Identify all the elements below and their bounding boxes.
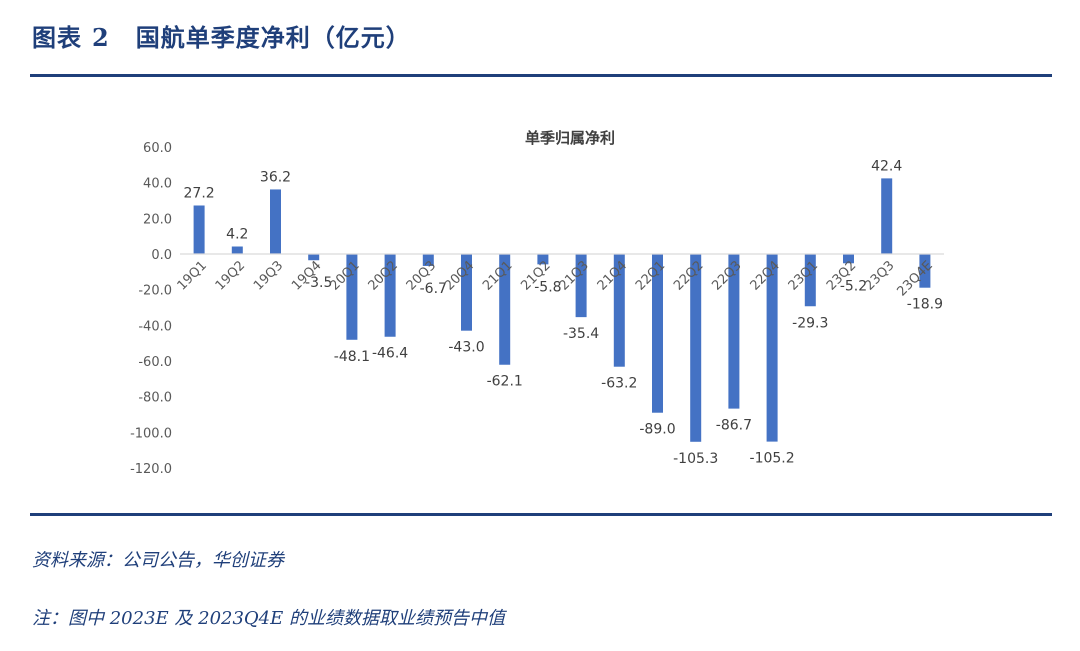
bar: [422, 254, 434, 266]
data-label: -63.2: [601, 376, 637, 392]
bar: [919, 254, 931, 288]
data-label: -46.4: [372, 346, 408, 362]
bar: [461, 254, 472, 331]
bar: [346, 254, 358, 340]
data-label: -43.0: [448, 340, 484, 356]
bar: [575, 254, 587, 318]
data-label: -5.2: [840, 278, 867, 294]
data-label: 42.4: [871, 158, 902, 174]
data-label: -35.4: [563, 326, 599, 342]
x-tick-label: 22Q2: [671, 258, 706, 293]
bar: [652, 254, 663, 413]
x-tick-label: 20Q4: [442, 258, 477, 293]
bar: [193, 205, 205, 254]
x-tick-label: 19Q2: [213, 258, 248, 293]
x-tick-label: 23Q3: [862, 258, 897, 293]
chart-title: 单季归属净利: [525, 129, 615, 147]
bar: [384, 254, 396, 337]
data-label: -48.1: [334, 349, 370, 365]
data-label: -5.8: [534, 279, 561, 295]
figure-title: 国航单季度净利（亿元）: [135, 23, 411, 52]
y-tick-label: 20.0: [143, 212, 172, 227]
bar: [766, 254, 778, 442]
bar: [843, 254, 854, 264]
bar: [270, 189, 281, 254]
x-tick-label: 19Q3: [251, 258, 286, 293]
y-tick-label: 40.0: [143, 177, 172, 192]
bar: [690, 254, 702, 442]
y-tick-label: 0.0: [151, 248, 172, 263]
y-tick-label: -80.0: [138, 391, 172, 406]
data-label: -105.2: [750, 451, 795, 467]
y-tick-label: 60.0: [143, 141, 172, 156]
data-label: -62.1: [487, 374, 523, 390]
data-label: 27.2: [184, 185, 215, 201]
figure-number: 2: [92, 23, 110, 52]
y-tick-label: -40.0: [138, 319, 172, 334]
bar: [728, 254, 740, 409]
bar: [613, 254, 625, 367]
bar: [308, 254, 320, 261]
data-label: -86.7: [716, 418, 752, 434]
top-rule: [30, 74, 1052, 77]
x-tick-label: 23Q1: [786, 258, 821, 293]
data-label: 4.2: [226, 227, 248, 243]
data-label: 36.2: [260, 169, 291, 185]
data-label: -29.3: [792, 315, 828, 331]
x-tick-label: 21Q1: [480, 258, 515, 293]
bar: [231, 246, 243, 254]
y-tick-label: -20.0: [138, 284, 172, 299]
x-tick-label: 20Q2: [366, 258, 401, 293]
bar: [499, 254, 511, 365]
x-tick-label: 21Q4: [595, 258, 630, 293]
x-tick-label: 21Q3: [557, 258, 592, 293]
x-tick-label: 22Q4: [748, 258, 783, 293]
y-tick-label: -120.0: [130, 462, 172, 477]
x-tick-label: 22Q3: [709, 258, 744, 293]
data-label: -3.5: [305, 275, 332, 291]
y-tick-label: -100.0: [130, 426, 172, 441]
source-note: 资料来源：公司公告，华创证券: [32, 550, 284, 571]
figure-label: 图表: [32, 23, 82, 52]
bar: [804, 254, 816, 307]
data-label: -6.7: [420, 281, 447, 297]
bottom-rule: [30, 513, 1052, 516]
y-tick-label: -60.0: [138, 355, 172, 370]
data-label: -89.0: [639, 422, 675, 438]
data-note: 注：图中 2023E 及 2023Q4E 的业绩数据取业绩预告中值: [32, 608, 505, 629]
figure-title-row: 图表 2 国航单季度净利（亿元）: [32, 18, 411, 53]
bar: [537, 254, 549, 265]
x-tick-label: 19Q1: [175, 258, 210, 293]
bar: [881, 178, 893, 254]
x-tick-label: 22Q1: [633, 258, 668, 293]
data-label: -105.3: [673, 451, 718, 467]
data-label: -18.9: [907, 297, 943, 313]
x-tick-label: 20Q1: [327, 258, 362, 293]
